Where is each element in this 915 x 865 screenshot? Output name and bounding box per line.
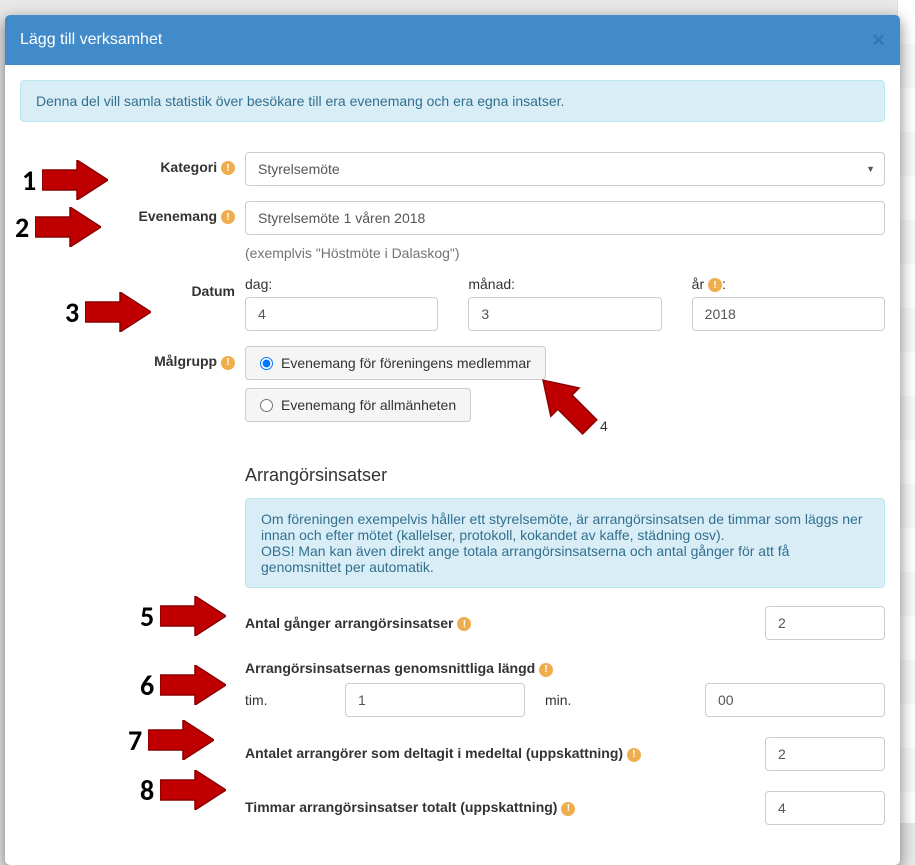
kategori-content — [245, 152, 885, 186]
malgrupp-label-col: Målgrupp ! — [20, 346, 245, 369]
malgrupp-opt1-label: Evenemang för föreningens medlemmar — [281, 355, 531, 371]
empty-label — [20, 445, 245, 452]
kategori-label-col: Kategori ! — [20, 152, 245, 175]
kategori-select-wrap — [245, 152, 885, 186]
min-input[interactable] — [705, 683, 885, 717]
ar-input[interactable] — [692, 297, 885, 331]
timmar-totalt-input[interactable] — [765, 791, 885, 825]
info-icon[interactable]: ! — [708, 278, 722, 292]
row-evenemang: Evenemang ! (exemplvis "Höstmöte i Dalas… — [20, 201, 885, 261]
malgrupp-option-1[interactable]: Evenemang för föreningens medlemmar — [245, 346, 546, 380]
row-section: Arrangörsinsatser Om föreningen exempelv… — [20, 445, 885, 834]
genomsnitt-label: Arrangörsinsatsernas genomsnittliga läng… — [245, 660, 535, 676]
timmar-totalt-label: Timmar arrangörsinsatser totalt (uppskat… — [245, 799, 557, 815]
malgrupp-label: Målgrupp — [154, 353, 217, 369]
evenemang-help: (exemplvis "Höstmöte i Dalaskog") — [245, 245, 885, 261]
info-icon[interactable]: ! — [627, 748, 641, 762]
section-content: Arrangörsinsatser Om föreningen exempelv… — [245, 445, 885, 834]
tim-input[interactable] — [345, 683, 525, 717]
kategori-select[interactable] — [245, 152, 885, 186]
ar-part: år !: — [692, 276, 885, 331]
genomsnitt-label-wrap: Arrangörsinsatsernas genomsnittliga läng… — [245, 660, 885, 676]
malgrupp-radio-2[interactable] — [260, 399, 273, 412]
info-icon[interactable]: ! — [457, 617, 471, 631]
dag-label: dag: — [245, 276, 438, 292]
row-datum: Datum dag: månad: år !: — [20, 276, 885, 331]
antal-arrangorer-label-wrap: Antalet arrangörer som deltagit i medelt… — [245, 745, 641, 761]
datum-label-col: Datum — [20, 276, 245, 299]
antal-ganger-label: Antal gånger arrangörsinsatser — [245, 615, 454, 631]
info-icon[interactable]: ! — [539, 663, 553, 677]
kategori-label: Kategori — [160, 159, 217, 175]
modal-body: Denna del vill samla statistik över besö… — [5, 65, 900, 865]
min-label: min. — [545, 692, 625, 708]
close-button[interactable]: × — [872, 27, 885, 53]
ar-label: år — [692, 276, 704, 292]
date-group: dag: månad: år !: — [245, 276, 885, 331]
annotation-4: 4 — [520, 370, 620, 450]
datum-content: dag: månad: år !: — [245, 276, 885, 331]
length-row: tim. min. — [245, 683, 885, 717]
modal-title: Lägg till verksamhet — [20, 31, 162, 49]
manad-part: månad: — [468, 276, 661, 331]
row-genomsnitt: Arrangörsinsatsernas genomsnittliga läng… — [245, 660, 885, 716]
manad-label: månad: — [468, 276, 661, 292]
antal-arrangorer-input[interactable] — [765, 737, 885, 771]
malgrupp-option-2[interactable]: Evenemang för allmänheten — [245, 388, 471, 422]
row-antal-ganger: Antal gånger arrangörsinsatser ! — [245, 606, 885, 640]
malgrupp-radio-1[interactable] — [260, 357, 273, 370]
row-timmar-totalt: Timmar arrangörsinsatser totalt (uppskat… — [245, 791, 885, 825]
evenemang-content: (exemplvis "Höstmöte i Dalaskog") — [245, 201, 885, 261]
datum-label: Datum — [191, 283, 235, 299]
dag-part: dag: — [245, 276, 438, 331]
malgrupp-opt2-label: Evenemang för allmänheten — [281, 397, 456, 413]
antal-ganger-input[interactable] — [765, 606, 885, 640]
modal-header: Lägg till verksamhet × — [5, 15, 900, 65]
evenemang-label: Evenemang — [139, 208, 218, 224]
evenemang-input[interactable] — [245, 201, 885, 235]
ar-label-wrap: år !: — [692, 276, 885, 292]
annotation-4-num: 4 — [600, 418, 608, 434]
section-info: Om föreningen exempelvis håller ett styr… — [245, 498, 885, 588]
modal-dialog: Lägg till verksamhet × Denna del vill sa… — [5, 15, 900, 865]
row-antal-arrangorer: Antalet arrangörer som deltagit i medelt… — [245, 737, 885, 771]
ar-colon: : — [722, 276, 726, 292]
info-icon[interactable]: ! — [221, 161, 235, 175]
tim-label: tim. — [245, 692, 325, 708]
row-kategori: Kategori ! — [20, 152, 885, 186]
intro-alert: Denna del vill samla statistik över besö… — [20, 80, 885, 122]
section-title: Arrangörsinsatser — [245, 465, 885, 486]
timmar-totalt-label-wrap: Timmar arrangörsinsatser totalt (uppskat… — [245, 799, 575, 815]
info-icon[interactable]: ! — [221, 210, 235, 224]
info-icon[interactable]: ! — [561, 802, 575, 816]
dag-input[interactable] — [245, 297, 438, 331]
manad-input[interactable] — [468, 297, 661, 331]
antal-arrangorer-label: Antalet arrangörer som deltagit i medelt… — [245, 745, 623, 761]
info-icon[interactable]: ! — [221, 356, 235, 370]
antal-ganger-label-wrap: Antal gånger arrangörsinsatser ! — [245, 615, 471, 631]
row-malgrupp: Målgrupp ! Evenemang för föreningens med… — [20, 346, 885, 430]
arrow-icon — [520, 370, 620, 450]
evenemang-label-col: Evenemang ! — [20, 201, 245, 224]
